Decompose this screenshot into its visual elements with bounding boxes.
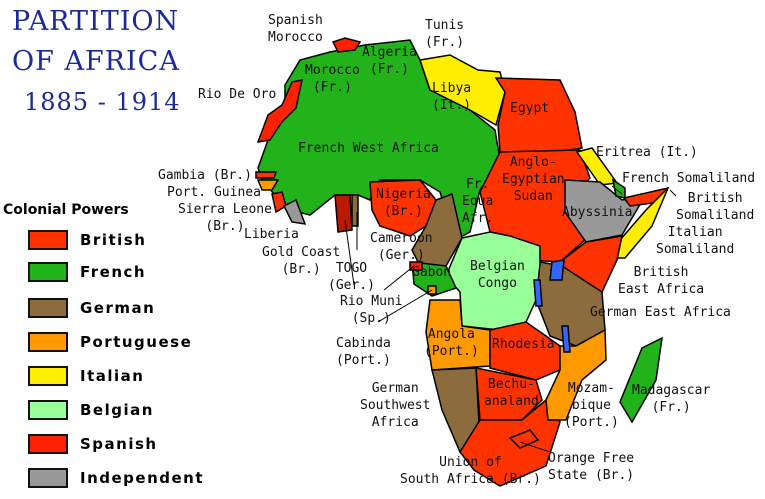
label-algeria: Algeria (Fr.) (362, 45, 417, 77)
label-madagascar: Madagascar (Fr.) (632, 383, 711, 415)
label-french-west-africa: French West Africa (298, 141, 439, 156)
label-fr-equa-afr: Fr. Equa Afr. (462, 177, 494, 226)
region-lake-nyasa (561, 325, 571, 353)
legend-item-independent: Independent (28, 466, 204, 490)
legend-swatch (28, 332, 68, 352)
label-bechuanaland: Bechu- analand (484, 377, 539, 409)
label-egypt: Egypt (510, 101, 550, 116)
label-belgian-congo: Belgian Congo (470, 259, 525, 291)
region-madagascar (619, 336, 663, 424)
region-nigeria (369, 179, 437, 237)
region-union-of-south-africa (459, 398, 561, 487)
label-italian-somaliland: Italian Somaliland (656, 225, 735, 257)
legend-swatch (28, 262, 68, 282)
label-morocco: Morocco (Fr.) (305, 63, 360, 95)
legend-label: Spanish (80, 435, 158, 453)
legend-item-belgian: Belgian (28, 398, 154, 422)
label-gambia: Gambia (Br.) (158, 168, 252, 183)
legend-swatch (28, 400, 68, 420)
label-anglo-egyptian-sudan: Anglo- Egyptian Sudan (502, 155, 565, 204)
label-cabinda: Cabinda (Port.) (336, 336, 391, 368)
leader-line (377, 289, 433, 323)
label-sierra-leone: Sierra Leone (Br.) (178, 202, 272, 234)
legend-label: British (80, 231, 147, 249)
label-orange-free-state: Orange Free State (Br.) (548, 451, 635, 483)
legend-label: French (80, 263, 147, 281)
label-nigeria: Nigeria (Br.) (376, 187, 431, 219)
region-spanish-morocco (331, 37, 362, 53)
label-gabon: Gabon (412, 265, 452, 280)
region-rio-muni (409, 261, 423, 271)
region-rio-de-oro (256, 79, 303, 143)
region-gambia (255, 171, 278, 179)
label-togo: TOGO (Ger.) (328, 261, 375, 293)
label-british-east-africa: British East Africa (618, 265, 705, 297)
legend-label: Independent (80, 469, 205, 487)
label-rio-de-oro: Rio De Oro (198, 87, 277, 102)
map-title-years: 1885 - 1914 (24, 88, 181, 116)
legend-swatch (28, 468, 68, 488)
label-german-southwest-africa: German Southwest Africa (360, 381, 431, 430)
label-libya: Libya (It.) (432, 81, 472, 113)
map-title-line2: OF AFRICA (12, 46, 180, 77)
leader-line (383, 265, 415, 291)
legend-item-german: German (28, 296, 155, 320)
region-cameroon (411, 192, 463, 267)
label-union-of-south-africa: Union of South Africa (Br.) (400, 455, 541, 487)
legend-title: Colonial Powers (3, 202, 129, 218)
label-mozambique: Mozam- bique (Port.) (564, 381, 619, 430)
legend-item-italian: Italian (28, 364, 144, 388)
region-lake-tanganyika (533, 279, 543, 307)
label-spanish-morocco: Spanish Morocco (268, 13, 323, 45)
label-angola: Angola (Port.) (424, 327, 479, 359)
legend-item-spanish: Spanish (28, 432, 158, 456)
legend-swatch (28, 366, 68, 386)
region-port-guinea (256, 179, 280, 191)
label-french-somaliland: French Somaliland (622, 171, 756, 186)
leader-line (669, 189, 677, 197)
legend-swatch (28, 298, 68, 318)
legend-label: Belgian (80, 401, 154, 419)
region-abyssinia (564, 179, 647, 243)
legend-label: Portuguese (80, 333, 193, 351)
legend-item-french: French (28, 260, 146, 284)
region-orange-free-state (508, 429, 540, 449)
region-gabon (411, 261, 458, 297)
label-tunis: Tunis (Fr.) (425, 18, 465, 50)
legend-swatch (28, 230, 68, 250)
legend-swatch (28, 434, 68, 454)
label-cameroon: Cameroon (Ger.) (370, 231, 433, 263)
region-bechuanaland (475, 367, 543, 421)
legend-item-british: British (28, 228, 146, 252)
label-abyssinia: Abyssinia (562, 205, 633, 220)
label-rhodesia: Rhodesia (492, 337, 555, 352)
label-rio-muni: Rio Muni (Sp.) (340, 294, 403, 326)
legend-label: Italian (80, 367, 145, 385)
region-gold-coast (334, 194, 353, 233)
label-german-east-africa: German East Africa (590, 305, 731, 320)
region-mozambique (545, 328, 607, 421)
leader-line (611, 185, 623, 195)
label-british-somaliland: British Somaliland (676, 191, 755, 223)
legend-item-portuguese: Portuguese (28, 330, 192, 354)
region-belgian-congo (445, 231, 541, 331)
label-eritrea: Eritrea (It.) (596, 145, 698, 160)
region-lake-victoria (549, 259, 565, 281)
leader-line (344, 219, 355, 286)
label-gold-coast: Gold Coast (Br.) (262, 245, 341, 277)
region-liberia (282, 198, 307, 225)
legend-label: German (80, 299, 156, 317)
map-title-line1: PARTITION (12, 6, 180, 37)
label-liberia: Liberia (244, 227, 299, 242)
label-port-guinea: Port. Guinea (167, 185, 261, 200)
leader-line (519, 441, 551, 453)
